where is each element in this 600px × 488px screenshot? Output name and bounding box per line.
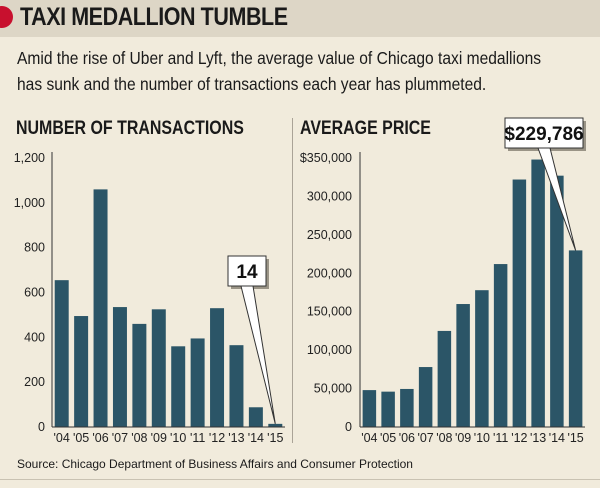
price-xtick-label: '10 (474, 431, 490, 445)
transactions-callout: 14 (227, 255, 276, 424)
header-band (0, 0, 600, 37)
transactions-ytick-label: 600 (24, 286, 45, 300)
transactions-xtick-label: '09 (151, 431, 167, 445)
transactions-ytick-label: 800 (24, 241, 45, 255)
chart-divider (292, 118, 293, 443)
transactions-bar-07 (112, 307, 127, 427)
transactions-bar-08 (132, 323, 147, 427)
red-bullet-icon (0, 6, 13, 28)
transactions-xtick-label: '08 (131, 431, 147, 445)
price-ytick-label: 300,000 (307, 189, 352, 203)
price-bar-09 (456, 304, 470, 427)
price-xtick-label: '12 (511, 431, 527, 445)
price-ytick-label: $350,000 (300, 151, 352, 165)
price-xtick-label: '06 (399, 431, 415, 445)
transactions-bar-06 (93, 189, 108, 427)
transactions-xtick-label: '06 (92, 431, 108, 445)
price-bar-12 (512, 179, 527, 427)
footer-rule (0, 479, 600, 480)
transactions-bar-11 (190, 338, 205, 427)
price-bar-14 (550, 175, 564, 427)
price-callout: $229,786 (504, 117, 586, 251)
transactions-ytick-label: 400 (24, 330, 45, 344)
price-bar-08 (437, 330, 452, 427)
price-xtick-label: '08 (436, 431, 452, 445)
page-title: TAXI MEDALLION TUMBLE (20, 3, 288, 31)
transactions-bar-14 (248, 407, 263, 427)
price-xtick-label: '13 (530, 431, 546, 445)
transactions-chart-title: NUMBER OF TRANSACTIONS (16, 118, 244, 139)
transactions-bar-15 (268, 423, 283, 427)
transactions-xtick-label: '10 (170, 431, 186, 445)
price-xtick-label: '07 (417, 431, 433, 445)
price-bar-11 (493, 264, 508, 427)
price-xtick-label: '15 (567, 431, 583, 445)
transactions-xtick-label: '11 (190, 431, 205, 445)
transactions-bar-10 (171, 346, 186, 427)
transactions-bar-13 (229, 345, 244, 427)
price-ytick-label: 100,000 (307, 343, 352, 357)
price-bar-06 (400, 388, 414, 427)
transactions-ytick-label: 1,000 (14, 196, 45, 210)
price-bar-15 (568, 250, 583, 427)
transactions-xtick-label: '12 (209, 431, 225, 445)
transactions-bar-09 (151, 309, 166, 427)
price-xtick-label: '14 (549, 431, 565, 445)
price-xtick-label: '04 (361, 431, 377, 445)
transactions-xtick-label: '15 (267, 431, 283, 445)
page-subtitle: Amid the rise of Uber and Lyft, the aver… (17, 48, 542, 94)
transactions-callout-label: 14 (236, 262, 258, 283)
price-ytick-label: 0 (345, 420, 352, 434)
price-ytick-label: 250,000 (307, 228, 352, 242)
price-xtick-label: '11 (493, 431, 508, 445)
source-note: Source: Chicago Department of Business A… (17, 457, 413, 471)
transactions-bar-04 (54, 280, 69, 427)
price-bar-10 (475, 290, 489, 427)
price-bar-07 (418, 367, 433, 427)
transactions-bar-12 (210, 308, 225, 427)
price-ytick-label: 200,000 (307, 266, 352, 280)
transactions-ytick-label: 1,200 (14, 151, 45, 165)
transactions-xtick-label: '05 (73, 431, 89, 445)
transactions-xtick-label: '07 (112, 431, 128, 445)
transactions-bar-05 (74, 316, 89, 427)
price-ytick-label: 50,000 (314, 382, 352, 396)
transactions-ytick-label: 200 (24, 375, 45, 389)
transactions-xtick-label: '13 (228, 431, 244, 445)
price-bar-13 (531, 159, 545, 427)
transactions-xtick-label: '14 (248, 431, 264, 445)
price-bar-04 (362, 390, 377, 427)
transactions-xtick-label: '04 (54, 431, 70, 445)
price-xtick-label: '05 (380, 431, 396, 445)
price-ytick-label: 150,000 (307, 305, 352, 319)
price-chart-title: AVERAGE PRICE (300, 118, 431, 139)
transactions-ytick-label: 0 (38, 420, 45, 434)
price-bar-05 (381, 391, 395, 427)
price-callout-label: $229,786 (504, 124, 583, 145)
price-xtick-label: '09 (455, 431, 471, 445)
